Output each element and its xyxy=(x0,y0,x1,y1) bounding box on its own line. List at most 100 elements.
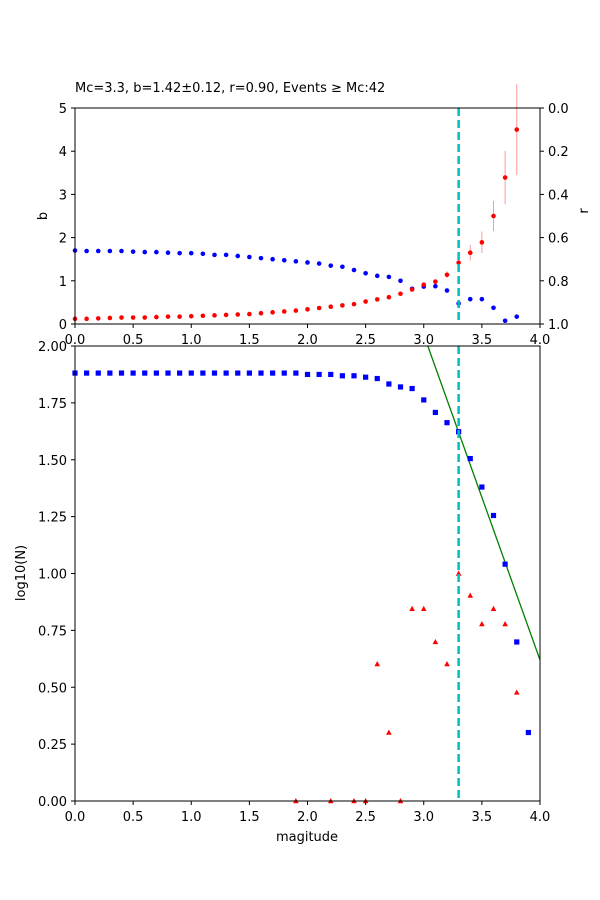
x-tick-label: 4.0 xyxy=(530,810,551,825)
y-right-tick-label: 0.0 xyxy=(548,102,569,117)
r-point xyxy=(247,254,252,260)
fit-line xyxy=(427,346,540,661)
b-point xyxy=(467,250,473,256)
r-point xyxy=(177,250,182,256)
cumulative-point xyxy=(246,370,252,376)
cumulative-point xyxy=(397,384,404,390)
top-panel-y-label-right: r xyxy=(577,208,592,214)
cumulative-point xyxy=(188,370,194,376)
r-point xyxy=(270,256,275,262)
non-cumulative-point xyxy=(513,689,520,695)
r-point xyxy=(502,318,508,324)
bottom-panel-x-label: magitude xyxy=(276,830,338,845)
bottom-panel: 0.0 0.5 1.0 1.5 2.0 2.5 3.0 3.5 4.0 0.00 0.25 0.50… xyxy=(14,340,551,845)
y-tick-label: 4 xyxy=(59,145,67,160)
b-point xyxy=(177,314,182,319)
y-tick-label: 0 xyxy=(59,318,67,333)
x-tick-label: 3.5 xyxy=(472,333,493,348)
r-point xyxy=(293,259,299,264)
top-panel-marks xyxy=(72,84,520,324)
r-point xyxy=(95,248,101,254)
r-point xyxy=(491,305,496,311)
y-right-tick-label: 0.2 xyxy=(548,145,569,160)
r-point xyxy=(386,274,392,280)
y-tick-label: 1.00 xyxy=(38,568,67,583)
non-cumulative-point xyxy=(420,605,427,611)
r-point xyxy=(84,248,89,254)
b-point xyxy=(409,287,415,292)
y-right-tick-label: 0.8 xyxy=(548,275,569,290)
x-tick-label: 1.0 xyxy=(181,333,202,348)
cumulative-point xyxy=(409,385,415,392)
r-point xyxy=(258,255,264,261)
non-cumulative-point xyxy=(409,605,415,611)
cumulative-point xyxy=(142,370,148,376)
b-point xyxy=(328,304,334,310)
b-point xyxy=(340,303,345,308)
cumulative-point xyxy=(281,370,287,376)
r-point xyxy=(374,273,380,279)
bottom-panel-x-ticks: 0.0 0.5 1.0 1.5 2.0 2.5 3.0 3.5 4.0 xyxy=(65,801,551,825)
top-panel-y-label: b xyxy=(36,212,51,220)
cumulative-point xyxy=(432,409,438,416)
r-point xyxy=(328,263,334,268)
b-point xyxy=(200,313,206,319)
top-panel-x-ticks: 0.0 0.5 1.0 1.5 2.0 2.5 3.0 3.5 4.0 xyxy=(65,324,551,348)
r-point xyxy=(142,249,148,255)
r-point xyxy=(188,250,194,256)
b-point xyxy=(421,282,427,287)
top-panel-frame xyxy=(74,107,541,325)
cumulative-point xyxy=(211,370,218,376)
r-point xyxy=(200,251,206,257)
b-point xyxy=(433,279,438,284)
r-point xyxy=(212,252,217,258)
r-point xyxy=(107,248,113,254)
b-point xyxy=(479,240,485,245)
y-tick-label: 1.50 xyxy=(38,454,67,469)
r-point xyxy=(340,264,345,270)
cumulative-point xyxy=(177,370,183,376)
r-point xyxy=(351,267,357,273)
y-tick-label: 1.25 xyxy=(38,511,67,526)
non-cumulative-point xyxy=(467,592,474,598)
y-tick-label: 1.75 xyxy=(38,397,67,412)
b-point xyxy=(95,316,101,321)
x-tick-label: 3.5 xyxy=(472,810,493,825)
cumulative-point xyxy=(514,639,520,645)
y-tick-label: 0.75 xyxy=(38,624,67,639)
y-tick-label: 3 xyxy=(59,188,67,203)
b-point xyxy=(119,315,124,320)
y-tick-label: 5 xyxy=(59,102,67,117)
cumulative-point xyxy=(130,370,136,376)
b-point xyxy=(514,127,520,132)
r-point xyxy=(363,270,368,276)
x-tick-label: 0.5 xyxy=(123,810,144,825)
b-point xyxy=(281,309,287,314)
cumulative-point xyxy=(223,370,229,376)
x-tick-label: 2.5 xyxy=(355,810,376,825)
b-point xyxy=(386,294,392,300)
b-point xyxy=(316,305,322,311)
cumulative-point xyxy=(165,370,171,376)
b-point xyxy=(270,310,275,315)
x-tick-label: 2.0 xyxy=(297,810,318,825)
cumulative-point xyxy=(444,420,450,426)
b-point xyxy=(142,315,148,320)
cumulative-point xyxy=(316,371,322,378)
y-tick-label: 0.25 xyxy=(38,738,67,753)
y-tick-label: 1 xyxy=(59,275,67,290)
cumulative-point xyxy=(153,370,159,376)
non-cumulative-point xyxy=(490,605,497,611)
top-panel: Mc=3.3, b=1.42±0.12, r=0.90, Events ≥ Mc… xyxy=(36,81,592,348)
b-point xyxy=(154,314,159,320)
b-point xyxy=(247,311,252,317)
r-point xyxy=(165,250,171,256)
cumulative-point xyxy=(328,371,334,378)
cumulative-point xyxy=(351,373,357,379)
cumulative-point xyxy=(421,397,427,403)
b-point xyxy=(491,213,496,219)
b-point xyxy=(130,315,136,320)
cumulative-point xyxy=(258,370,264,376)
x-tick-label: 4.0 xyxy=(530,333,551,348)
